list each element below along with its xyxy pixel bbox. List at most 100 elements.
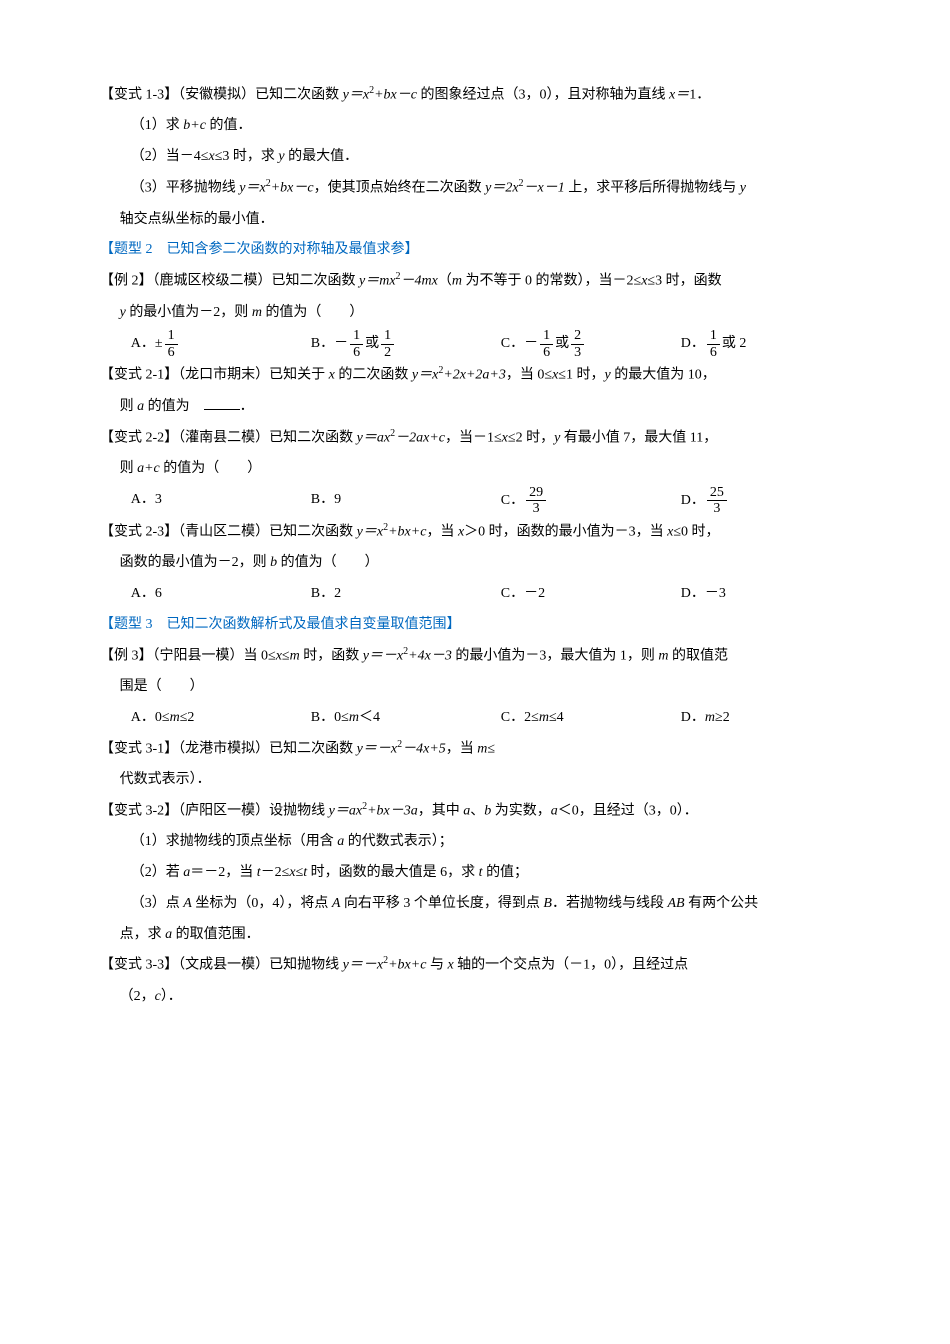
- t: m: [290, 648, 300, 663]
- t: （2，: [120, 989, 155, 1004]
- t: 【变式 3-2】（庐阳区一模）设抛物线: [100, 803, 329, 818]
- t: C．2≤: [501, 710, 539, 725]
- t: A: [183, 896, 192, 911]
- choice-a: A．6: [131, 579, 311, 610]
- v22-choices: A．3 B．9 C．293 D．253: [100, 485, 860, 517]
- t: 则: [120, 399, 138, 414]
- e3-line1: 【例 3】（宁阳县一模）当 0≤x≤m 时，函数 y＝－x2+4x－3 的最小值…: [100, 641, 860, 672]
- t: ＞0 时，函数的最小值为－3，当: [464, 524, 667, 539]
- e2-choices: A．±16 B．－16或12 C．－16或23 D．16或 2: [100, 328, 860, 360]
- t: D．: [681, 336, 705, 351]
- choice-b: B．2: [311, 579, 501, 610]
- v13-label: 【变式 1-3】（安徽模拟）已知二次函数: [100, 88, 343, 103]
- t: －2≤: [261, 865, 290, 880]
- t: +bx+c: [388, 958, 426, 973]
- t: ，当: [426, 524, 458, 539]
- t: ≤: [487, 741, 495, 756]
- t: 时，函数的最大值是 6，求: [307, 865, 479, 880]
- t: m: [170, 710, 180, 725]
- t: 有最小值 7，最大值 11，: [560, 430, 717, 445]
- t: 的值；: [483, 865, 529, 880]
- choice-b: B．－16或12: [311, 328, 501, 360]
- t: y＝x: [239, 181, 265, 196]
- choice-c: C．－16或23: [501, 328, 681, 360]
- t: m: [477, 741, 487, 756]
- den: 6: [350, 345, 363, 360]
- v13-line1: 【变式 1-3】（安徽模拟）已知二次函数 y＝x2+bx－c 的图象经过点（3，…: [100, 80, 860, 111]
- e3-line2: 围是（ ）: [100, 672, 860, 703]
- t: 【变式 2-1】（龙口市期末）已知关于: [100, 368, 329, 383]
- t: A．±: [131, 336, 163, 351]
- t: y＝ax: [357, 430, 390, 445]
- variant-3-2: 【变式 3-2】（庐阳区一模）设抛物线 y＝ax2+bx－3a，其中 a、b 为…: [100, 796, 860, 951]
- t: ≤0 时，: [673, 524, 719, 539]
- t: 的最大值为 10，: [611, 368, 716, 383]
- v31-line2: 代数式表示）．: [100, 765, 860, 796]
- e2-line2: y 的最小值为－2，则 m 的值为（ ）: [100, 298, 860, 329]
- v22-line2: 则 a+c 的值为（ ）: [100, 454, 860, 485]
- frac-1-6: 16: [165, 328, 178, 360]
- t: 函数的最小值为－2，则: [120, 555, 271, 570]
- choice-c: C．293: [501, 485, 681, 517]
- variant-2-3: 【变式 2-3】（青山区二模）已知二次函数 y＝x2+bx+c，当 x＞0 时，…: [100, 517, 860, 610]
- t: ，当 0≤: [506, 368, 552, 383]
- t: 或 2: [722, 336, 747, 351]
- t: （: [438, 274, 452, 289]
- den: 6: [540, 345, 553, 360]
- t: 的值．: [206, 118, 252, 133]
- v32-p1: （1）求抛物线的顶点坐标（用含 a 的代数式表示）；: [100, 827, 860, 858]
- t: y＝－x: [363, 648, 403, 663]
- e3-choices: A．0≤m≤2 B．0≤m＜4 C．2≤m≤4 D．m≥2: [100, 703, 860, 734]
- t: ≥2: [715, 710, 730, 725]
- t: m: [252, 305, 262, 320]
- t: 与: [426, 958, 447, 973]
- t: 为不等于 0 的常数），当－2≤: [462, 274, 641, 289]
- t: 时，函数: [300, 648, 363, 663]
- den: 3: [707, 501, 727, 516]
- num: 1: [540, 328, 553, 344]
- v22-line1: 【变式 2-2】（灌南县二模）已知二次函数 y＝ax2－2ax+c，当－1≤x≤…: [100, 423, 860, 454]
- t: 的二次函数: [335, 368, 412, 383]
- t: ≤3 时，函数: [647, 274, 721, 289]
- v13-p2: （2）当－4≤x≤3 时，求 y 的最大值．: [100, 142, 860, 173]
- frac-1-6: 16: [350, 328, 363, 360]
- t: 的值为（ ）: [262, 305, 364, 320]
- t: ≤3 时，求: [215, 149, 279, 164]
- t: y＝x: [357, 524, 383, 539]
- t: 的值为: [144, 399, 204, 414]
- t: ＜0，且经过（3，0）．: [558, 803, 698, 818]
- t: y＝ax: [329, 803, 362, 818]
- t: 坐标为（0，4），将点: [192, 896, 332, 911]
- frac-1-6: 16: [540, 328, 553, 360]
- num: 25: [707, 485, 727, 501]
- heading-type-2: 【题型 2 已知含参二次函数的对称轴及最值求参】: [100, 235, 860, 266]
- t: 或: [365, 336, 379, 351]
- variant-3-1: 【变式 3-1】（龙港市模拟）已知二次函数 y＝－x2－4x+5，当 m≤ 代数…: [100, 734, 860, 796]
- t: （2）当－4≤: [131, 149, 209, 164]
- v13-p3-line2: 轴交点纵坐标的最小值．: [100, 205, 860, 236]
- v21-line1: 【变式 2-1】（龙口市期末）已知关于 x 的二次函数 y＝x2+2x+2a+3…: [100, 360, 860, 391]
- t: ）．: [161, 989, 182, 1004]
- fill-blank: [204, 395, 240, 410]
- t: 【变式 3-1】（龙港市模拟）已知二次函数: [100, 741, 357, 756]
- choice-a: A．±16: [131, 328, 311, 360]
- t: ＝－2，当: [190, 865, 257, 880]
- t: y＝－x: [343, 958, 383, 973]
- t: B．0≤: [311, 710, 349, 725]
- t: D．: [681, 710, 705, 725]
- den: 3: [571, 345, 584, 360]
- t: －4x+5: [402, 741, 446, 756]
- v33-line2: （2，c）．: [100, 982, 860, 1013]
- v13-eq1a: y＝x: [343, 88, 369, 103]
- v23-line2: 函数的最小值为－2，则 b 的值为（ ）: [100, 548, 860, 579]
- example-3: 【例 3】（宁阳县一模）当 0≤x≤m 时，函数 y＝－x2+4x－3 的最小值…: [100, 641, 860, 734]
- t: －2ax+c: [395, 430, 445, 445]
- t: ≤2 时，: [508, 430, 554, 445]
- v32-p2: （2）若 a＝－2，当 t－2≤x≤t 时，函数的最大值是 6，求 t 的值；: [100, 858, 860, 889]
- frac-25-3: 253: [707, 485, 727, 517]
- t: ，当－1≤: [445, 430, 502, 445]
- t: AB: [667, 896, 684, 911]
- num: 1: [707, 328, 720, 344]
- v32-p3: （3）点 A 坐标为（0，4），将点 A 向右平移 3 个单位长度，得到点 B．…: [100, 889, 860, 920]
- t: A．0≤: [131, 710, 170, 725]
